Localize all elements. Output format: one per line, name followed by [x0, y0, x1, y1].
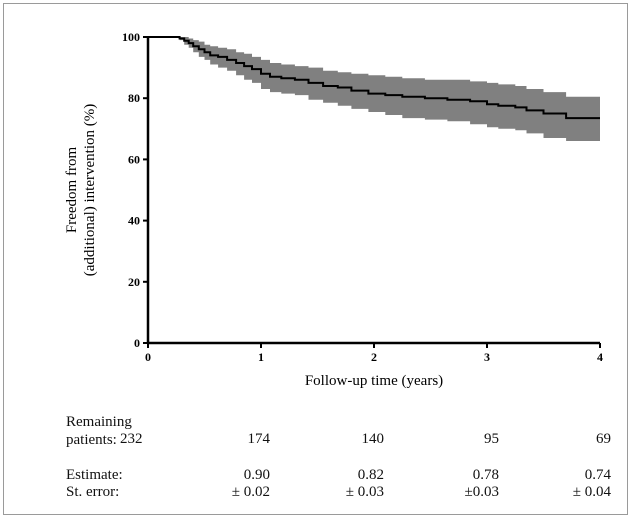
sterror-1: ± 0.02	[231, 484, 270, 500]
survival-curve-layer	[148, 36, 600, 120]
y-tick-label-40: 40	[128, 214, 140, 228]
y-axis-title-line1: Freedom from	[64, 147, 80, 234]
sterror-4: ± 0.04	[572, 484, 611, 500]
remaining-label: Remaining patients:	[66, 413, 132, 449]
estimate-4: 0.74	[584, 467, 611, 483]
x-axis-title: Follow-up time (years)	[305, 373, 443, 389]
y-tick-label-20: 20	[128, 275, 140, 289]
y-tick-label-60: 60	[128, 152, 140, 166]
sterror-label: St. error:	[66, 484, 120, 500]
x-tick-label-4: 4	[597, 350, 603, 364]
remaining-4: 69	[596, 431, 611, 447]
y-tick-label-100: 100	[122, 30, 140, 44]
survival-curve-0	[148, 36, 600, 120]
sterror-3: ±0.03	[464, 484, 499, 500]
remaining-0: 232	[120, 431, 143, 447]
x-tick-label-3: 3	[484, 350, 490, 364]
y-tick-label-0: 0	[134, 336, 140, 350]
y-tick-label-80: 80	[128, 91, 140, 105]
estimate-1: 0.90	[243, 467, 270, 483]
x-tick-label-1: 1	[258, 350, 264, 364]
estimate-label: Estimate:	[66, 467, 123, 483]
y-axis-title-line2: (additional) intervention (%)	[82, 104, 98, 276]
remaining-1: 174	[247, 431, 271, 447]
remaining-3: 95	[484, 431, 499, 447]
x-ticks: 0 1 2 3 4	[145, 343, 603, 364]
remaining-2: 140	[361, 431, 385, 447]
remaining-label-line1: Remaining	[66, 414, 132, 430]
confidence-band-layer	[148, 37, 600, 141]
sterror-2: ± 0.03	[345, 484, 384, 500]
x-tick-label-2: 2	[371, 350, 377, 364]
x-tick-label-0: 0	[145, 350, 151, 364]
y-ticks: 0 20 40 60 80 100	[122, 30, 148, 350]
estimate-3: 0.78	[472, 467, 499, 483]
confidence-band-0	[148, 37, 600, 141]
remaining-label-line2: patients:	[66, 432, 117, 448]
estimate-2: 0.82	[357, 467, 384, 483]
